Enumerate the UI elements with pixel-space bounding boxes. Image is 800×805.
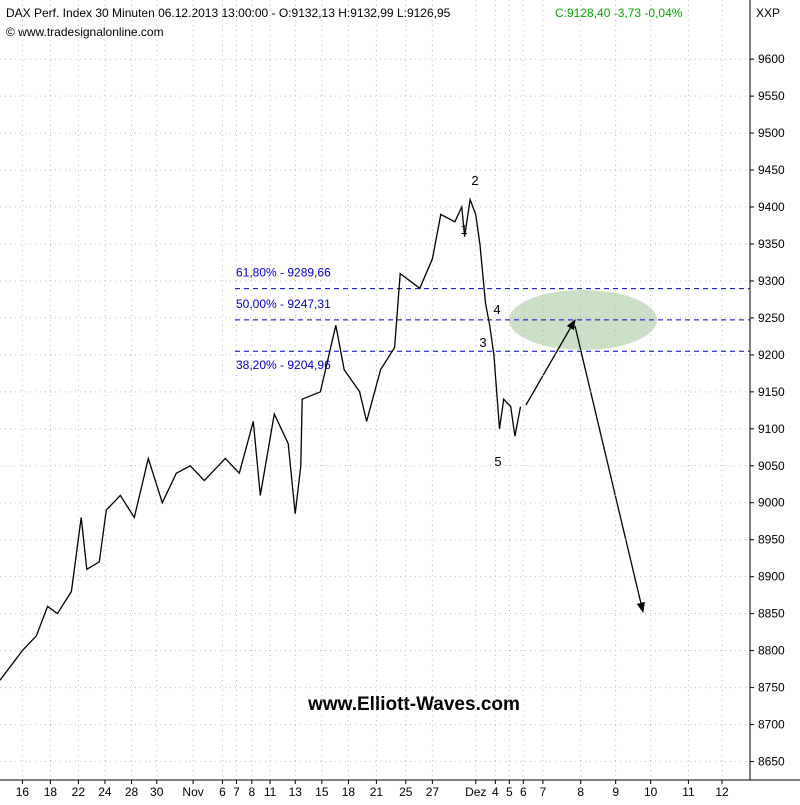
y-tick-label: 8950: [758, 533, 785, 547]
x-tick-label: 15: [315, 785, 329, 799]
y-tick-label: 8700: [758, 718, 785, 732]
x-tick-label: 9: [612, 785, 619, 799]
arrow: [525, 319, 576, 406]
y-tick-label: 9550: [758, 89, 785, 103]
fib-label: 38,20% - 9204,96: [236, 358, 331, 372]
x-tick-label: 4: [492, 785, 499, 799]
x-tick-label: 11: [682, 785, 695, 799]
x-tick-label: 6: [219, 785, 226, 799]
x-tick-label: 22: [72, 785, 86, 799]
y-tick-label: 9500: [758, 126, 785, 140]
x-tick-label: 7: [233, 785, 240, 799]
x-tick-label: 28: [125, 785, 139, 799]
y-tick-label: 9050: [758, 459, 785, 473]
fib-label: 50,00% - 9247,31: [236, 297, 331, 311]
x-tick-label: 27: [426, 785, 440, 799]
x-tick-label: 13: [289, 785, 303, 799]
y-tick-label: 9450: [758, 163, 785, 177]
y-tick-label: 9250: [758, 311, 785, 325]
watermark: www.Elliott-Waves.com: [307, 694, 520, 715]
x-tick-label: 18: [342, 785, 356, 799]
x-tick-label: 24: [98, 785, 112, 799]
y-tick-label: 8850: [758, 607, 785, 621]
arrow: [574, 325, 645, 614]
x-tick-label: 21: [370, 785, 384, 799]
quote: C:9128,40 -3,73 -0,04%: [555, 6, 683, 20]
x-tick-label: Dez: [465, 785, 486, 799]
y-tick-label: 9150: [758, 385, 785, 399]
x-tick-label: 8: [249, 785, 256, 799]
y-tick-label: 8900: [758, 570, 785, 584]
x-tick-label: 5: [506, 785, 513, 799]
y-tick-label: 8800: [758, 644, 785, 658]
y-tick-label: 9600: [758, 52, 785, 66]
x-tick-label: 18: [44, 785, 58, 799]
x-tick-label: 11: [264, 785, 277, 799]
chart-title: DAX Perf. Index 30 Minuten 06.12.2013 13…: [6, 6, 451, 20]
y-tick-label: 9200: [758, 348, 785, 362]
source: © www.tradesignalonline.com: [6, 25, 164, 39]
y-tick-label: 8650: [758, 755, 785, 769]
target-zone: [509, 290, 657, 350]
x-tick-label: 12: [715, 785, 729, 799]
y-tick-label: 9400: [758, 200, 785, 214]
x-tick-label: 30: [150, 785, 164, 799]
y-tick-label: 9350: [758, 237, 785, 251]
wave-label: 4: [493, 302, 500, 317]
wave-label: 5: [494, 454, 501, 469]
wave-label: 2: [471, 173, 478, 188]
x-tick-label: 10: [644, 785, 658, 799]
x-tick-label: Nov: [182, 785, 203, 799]
y-tick-label: 8750: [758, 681, 785, 695]
wave-label: 1: [460, 222, 467, 237]
wave-label: 3: [479, 335, 486, 350]
price-line: [0, 197, 522, 681]
y-tick-label: 9100: [758, 422, 785, 436]
y-tick-label: 9000: [758, 496, 785, 510]
symbol: XXP: [756, 6, 780, 20]
x-tick-label: 25: [399, 785, 413, 799]
x-tick-label: 7: [540, 785, 547, 799]
x-tick-label: 6: [520, 785, 527, 799]
fib-label: 61,80% - 9289,66: [236, 266, 331, 280]
x-tick-label: 16: [16, 785, 30, 799]
x-tick-label: 8: [577, 785, 584, 799]
y-tick-label: 9300: [758, 274, 785, 288]
